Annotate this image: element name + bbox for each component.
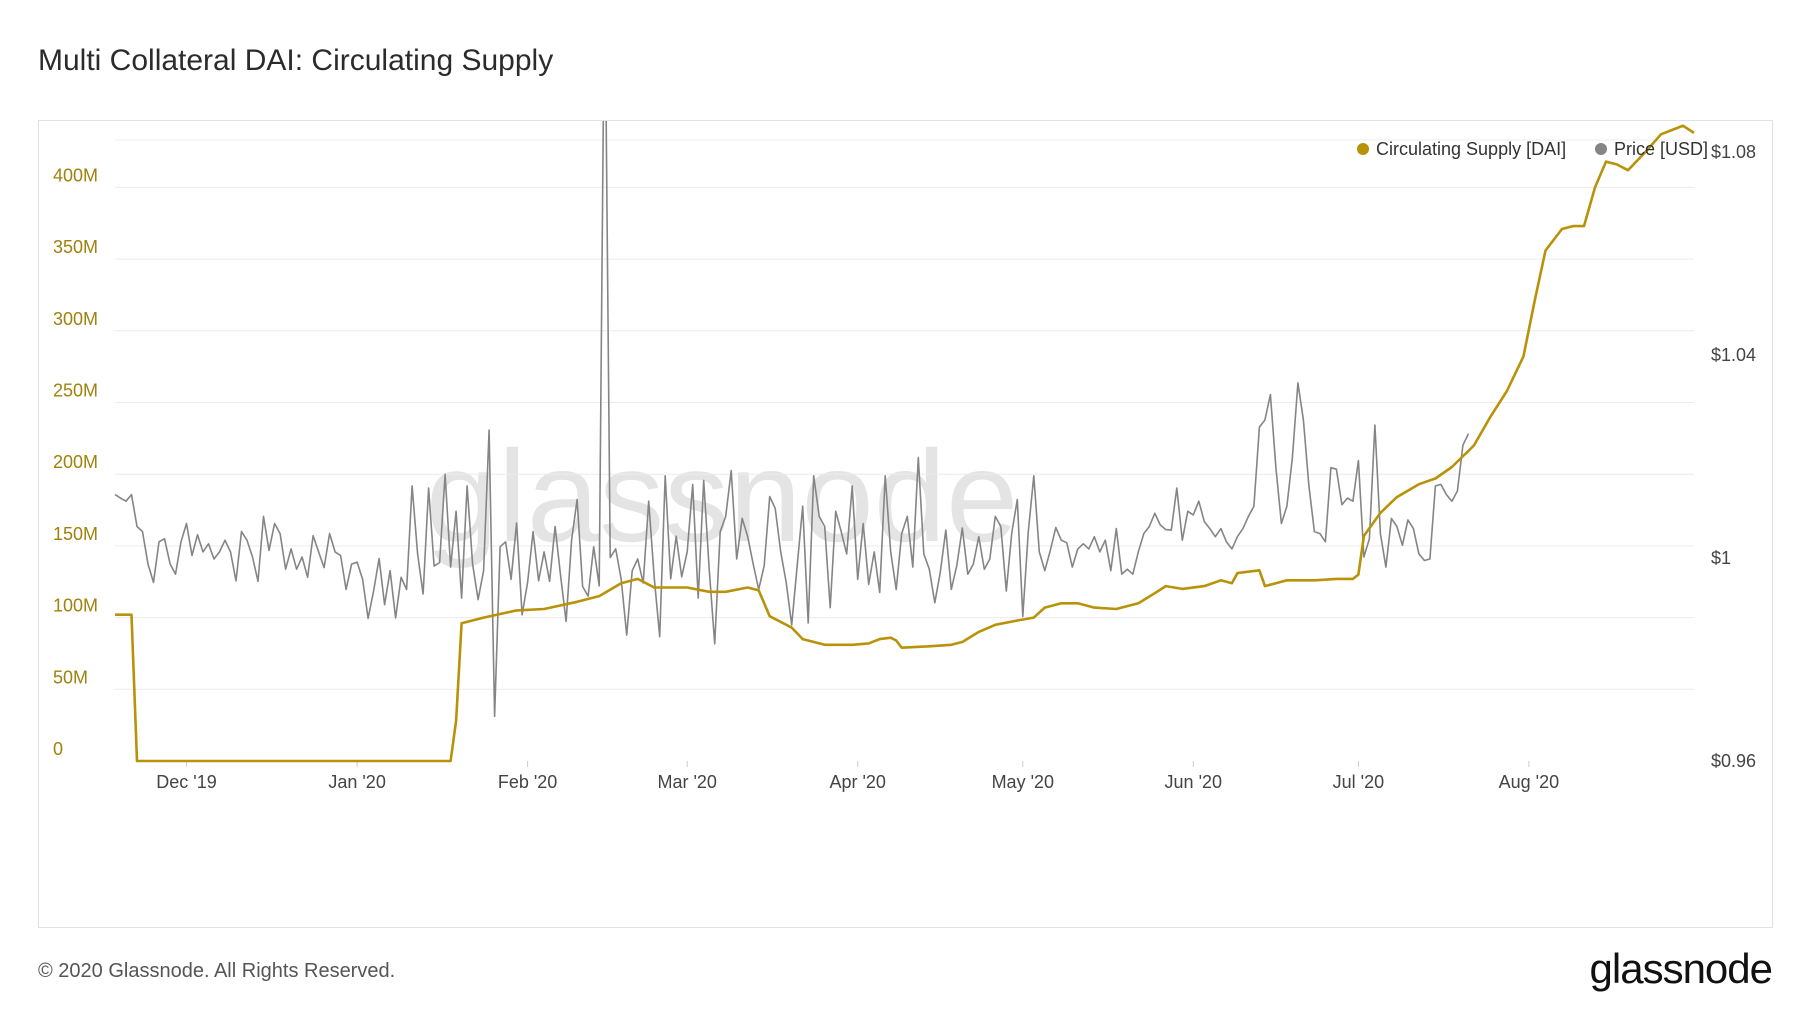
price-line [114, 121, 1470, 718]
x-tick-label: Dec '19 [156, 772, 216, 792]
right-tick-label: $1.04 [1711, 345, 1756, 365]
left-tick-label: 250M [53, 381, 98, 401]
chart-panel: glassnode 0 50M 100M 150M 200M 250M 300M 350M 40… [38, 120, 1773, 928]
chart: glassnode 0 50M 100M 150M 200M 250M 300M 350M 40… [53, 121, 1756, 792]
left-tick-label: 0 [53, 739, 63, 759]
supply-line [115, 124, 1695, 763]
glassnode-logo[interactable]: glassnode [1589, 945, 1773, 992]
legend-item-supply[interactable]: Circulating Supply [DAI] [1357, 139, 1566, 159]
left-tick-label: 300M [53, 309, 98, 329]
right-tick-label: $0.96 [1711, 751, 1756, 771]
x-tick-label: Mar '20 [657, 772, 716, 792]
left-tick-label: 400M [53, 165, 98, 185]
right-axis: $0.96 $1 $1.04 $1.08 [1711, 142, 1756, 771]
legend-item-price[interactable]: Price [USD] [1595, 139, 1708, 159]
x-tick-label: Apr '20 [829, 772, 885, 792]
legend-label-supply: Circulating Supply [DAI] [1376, 139, 1566, 159]
left-axis: 050M100M150M200M250M300M350M400M450M [53, 165, 98, 759]
x-tick-label: Jul '20 [1333, 772, 1384, 792]
x-tick-label: May '20 [992, 772, 1054, 792]
copyright-footer: © 2020 Glassnode. All Rights Reserved. [38, 960, 396, 982]
right-tick-label: $1 [1711, 548, 1731, 568]
legend-label-price: Price [USD] [1614, 139, 1708, 159]
left-tick-label: 150M [53, 524, 98, 544]
grid-lines [115, 139, 1694, 690]
legend-dot-price [1595, 143, 1607, 155]
x-axis: Dec '19 Jan '20 Feb '20 Mar '20 Apr '20 May '… [156, 761, 1559, 792]
supply-series [115, 124, 1695, 763]
left-tick-label: 350M [53, 237, 98, 257]
x-tick-label: Aug '20 [1499, 772, 1560, 792]
price-series [114, 121, 1470, 718]
legend-dot-supply [1357, 143, 1369, 155]
left-tick-label: 50M [53, 667, 88, 687]
right-tick-label: $1.08 [1711, 142, 1756, 162]
left-tick-label: 200M [53, 452, 98, 472]
x-tick-label: Jun '20 [1165, 772, 1222, 792]
x-tick-label: Jan '20 [328, 772, 385, 792]
page-title: Multi Collateral DAI: Circulating Supply [38, 44, 554, 77]
left-tick-label: 100M [53, 596, 98, 616]
legend: Circulating Supply [DAI] Price [USD] [1357, 139, 1708, 159]
x-tick-label: Feb '20 [498, 772, 557, 792]
watermark-text: glassnode [426, 423, 1019, 569]
